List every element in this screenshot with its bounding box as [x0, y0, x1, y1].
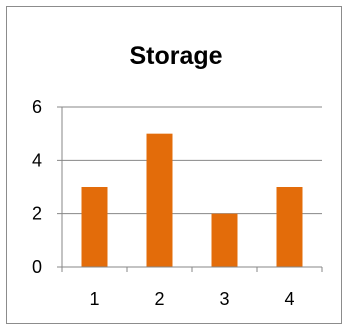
bars — [81, 133, 303, 267]
x-tick-label-4: 4 — [284, 289, 294, 309]
tick-labels: 0 2 4 6 1 2 3 4 — [32, 97, 295, 309]
axes — [57, 107, 323, 272]
chart-title: Storage — [129, 42, 222, 70]
x-tick-label-2: 2 — [154, 289, 164, 309]
bar-4 — [276, 187, 303, 267]
x-tick-label-1: 1 — [89, 289, 99, 309]
x-tick-label-3: 3 — [219, 289, 229, 309]
y-tick-label-2: 2 — [32, 204, 42, 224]
y-tick-label-0: 0 — [32, 257, 42, 277]
bar-2 — [146, 133, 173, 267]
y-tick-label-4: 4 — [32, 150, 42, 170]
bar-3 — [211, 213, 238, 267]
bar-1 — [81, 187, 108, 267]
y-tick-label-6: 6 — [32, 97, 42, 117]
